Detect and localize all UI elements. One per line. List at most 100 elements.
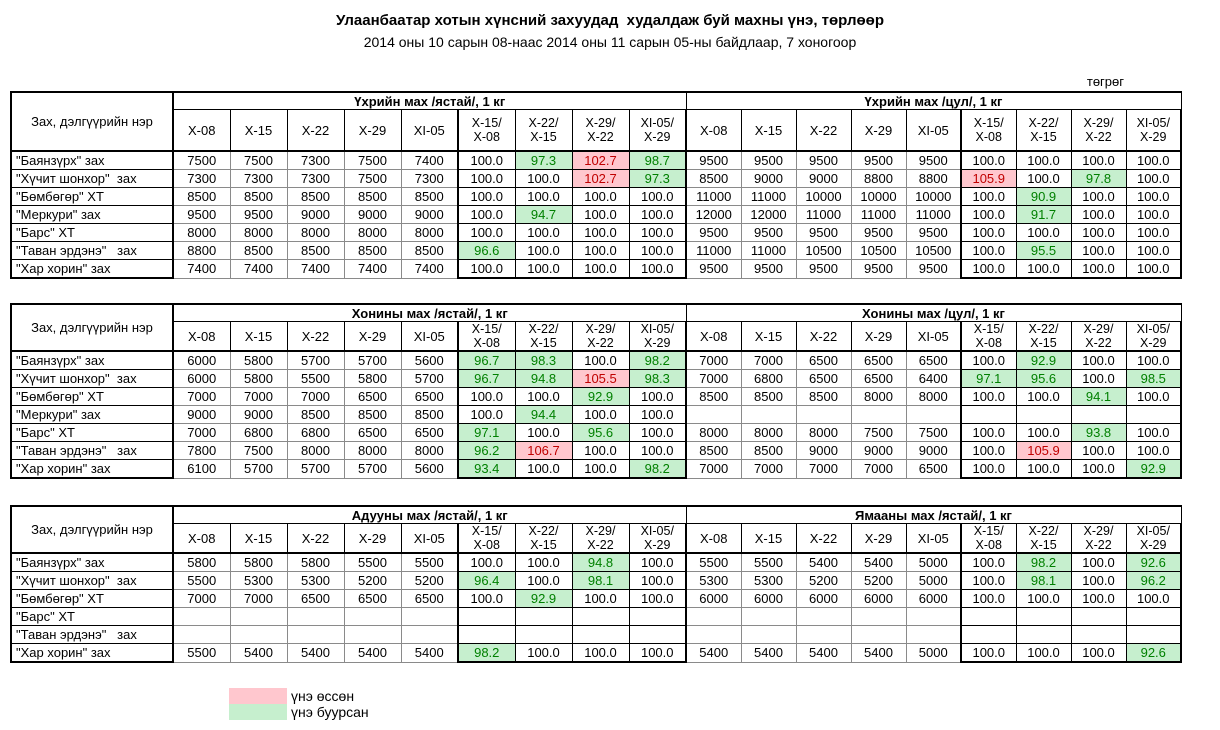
- currency-label: төгрөг: [1086, 74, 1124, 89]
- ratio-cell: 100.0: [571, 187, 630, 206]
- ratio-cell: [960, 625, 1017, 644]
- ratio-cell: 100.0: [960, 205, 1017, 224]
- ratio-cell: 100.0: [1125, 387, 1182, 406]
- price-cell: 7300: [286, 150, 345, 170]
- ratio-cell: 100.0: [514, 223, 573, 242]
- price-cell: [905, 405, 962, 424]
- ratio-column-header: X-29/ X-22: [571, 523, 630, 554]
- ratio-column-header: X-29/ X-22: [571, 109, 630, 152]
- ratio-cell: 100.0: [1070, 150, 1127, 170]
- date-column-header: XI-05: [905, 109, 962, 152]
- date-column-header: XI-05: [905, 523, 962, 554]
- price-cell: 5800: [229, 350, 288, 370]
- ratio-cell: 100.0: [1015, 259, 1072, 279]
- ratio-cell: 98.1: [1015, 571, 1072, 590]
- price-cell: 9000: [795, 441, 852, 460]
- price-cell: 6500: [400, 387, 459, 406]
- ratio-cell: 100.0: [1070, 571, 1127, 590]
- table-row: "Меркури" зах 9500 9500 9000 9000 9000 100.0 94…: [10, 205, 1182, 224]
- price-cell: 10000: [850, 187, 907, 206]
- price-cell: 9500: [172, 205, 231, 224]
- ratio-cell: 100.0: [1125, 169, 1182, 188]
- price-cell: 6500: [343, 387, 402, 406]
- price-cell: 9500: [795, 150, 852, 170]
- price-table: Зах, дэлгүүрийн нэр Хонины мах /ястай/, 1…: [10, 303, 1182, 479]
- table-row: "Барс" ХТ: [10, 607, 1182, 626]
- date-column-header: XI-05: [400, 109, 459, 152]
- ratio-cell: 100.0: [628, 552, 687, 572]
- price-cell: 9500: [850, 223, 907, 242]
- ratio-column-header: X-15/ X-08: [457, 523, 516, 554]
- price-cell: 6500: [343, 589, 402, 608]
- ratio-cell: 100.0: [1070, 552, 1127, 572]
- price-cell: 8000: [229, 223, 288, 242]
- price-cell: 10500: [905, 241, 962, 260]
- ratio-cell: 100.0: [571, 405, 630, 424]
- price-cell: 5700: [286, 350, 345, 370]
- ratio-cell: 100.0: [457, 150, 516, 170]
- ratio-cell: 100.0: [960, 459, 1017, 479]
- price-cell: 9500: [905, 259, 962, 279]
- price-cell: 7800: [172, 441, 231, 460]
- date-column-header: X-29: [343, 523, 402, 554]
- price-cell: 9500: [795, 259, 852, 279]
- price-cell: 8000: [850, 387, 907, 406]
- ratio-cell: 100.0: [457, 169, 516, 188]
- price-cell: [400, 607, 459, 626]
- ratio-cell: 100.0: [1125, 241, 1182, 260]
- price-cell: [172, 625, 231, 644]
- price-cell: 7000: [740, 459, 797, 479]
- ratio-cell: 100.0: [960, 441, 1017, 460]
- ratio-cell: 100.0: [960, 350, 1017, 370]
- beef-price-table-section: Зах, дэлгүүрийн нэр Үхрийн мах /ястай/, 1…: [10, 91, 1182, 279]
- ratio-cell: 100.0: [960, 387, 1017, 406]
- left-group-header: Хонины мах /ястай/, 1 кг: [172, 303, 687, 322]
- ratio-cell: 100.0: [628, 241, 687, 260]
- ratio-cell: [457, 607, 516, 626]
- market-name-cell: "Барс" ХТ: [10, 223, 174, 242]
- ratio-cell: 97.1: [960, 369, 1017, 388]
- date-column-header: X-22: [795, 109, 852, 152]
- ratio-cell: 100.0: [1070, 223, 1127, 242]
- ratio-cell: 100.0: [1070, 350, 1127, 370]
- page-title: Улаанбаатар хотын хүнсний захуудад худал…: [336, 12, 884, 29]
- price-cell: 8000: [343, 441, 402, 460]
- ratio-cell: 98.1: [571, 571, 630, 590]
- ratio-column-header: X-29/ X-22: [571, 321, 630, 352]
- date-column-header: X-15: [229, 109, 288, 152]
- ratio-cell: 105.9: [960, 169, 1017, 188]
- date-column-header: XI-05: [400, 321, 459, 352]
- price-cell: 5700: [286, 459, 345, 479]
- price-cell: 9000: [286, 205, 345, 224]
- date-column-header: X-08: [172, 321, 231, 352]
- price-cell: 8500: [343, 187, 402, 206]
- date-column-header: X-08: [685, 523, 742, 554]
- ratio-column-header: X-22/ X-15: [1015, 109, 1072, 152]
- price-cell: [685, 405, 742, 424]
- price-cell: 5200: [400, 571, 459, 590]
- ratio-cell: 100.0: [1125, 223, 1182, 242]
- ratio-cell: 100.0: [571, 643, 630, 663]
- price-cell: 5300: [740, 571, 797, 590]
- price-cell: 9500: [850, 150, 907, 170]
- price-cell: 8000: [905, 387, 962, 406]
- price-cell: 11000: [795, 205, 852, 224]
- ratio-cell: 102.7: [571, 150, 630, 170]
- price-cell: 9500: [740, 223, 797, 242]
- ratio-cell: 100.0: [457, 223, 516, 242]
- date-column-header: X-29: [343, 321, 402, 352]
- market-name-cell: "Хүчит шонхор" зах: [10, 169, 174, 188]
- price-cell: 5500: [172, 643, 231, 663]
- ratio-cell: 96.2: [457, 441, 516, 460]
- ratio-cell: 92.6: [1125, 552, 1182, 572]
- price-cell: [229, 625, 288, 644]
- ratio-column-header: X-22/ X-15: [514, 109, 573, 152]
- price-cell: 8500: [343, 241, 402, 260]
- market-name-cell: "Хүчит шонхор" зах: [10, 571, 174, 590]
- ratio-cell: 100.0: [514, 259, 573, 279]
- ratio-cell: 100.0: [628, 259, 687, 279]
- table-row: "Хар хорин" зах 7400 7400 7400 7400 7400 100.0…: [10, 259, 1182, 279]
- price-cell: 12000: [685, 205, 742, 224]
- market-name-cell: "Бөмбөгөр" ХТ: [10, 589, 174, 608]
- ratio-cell: 100.0: [514, 643, 573, 663]
